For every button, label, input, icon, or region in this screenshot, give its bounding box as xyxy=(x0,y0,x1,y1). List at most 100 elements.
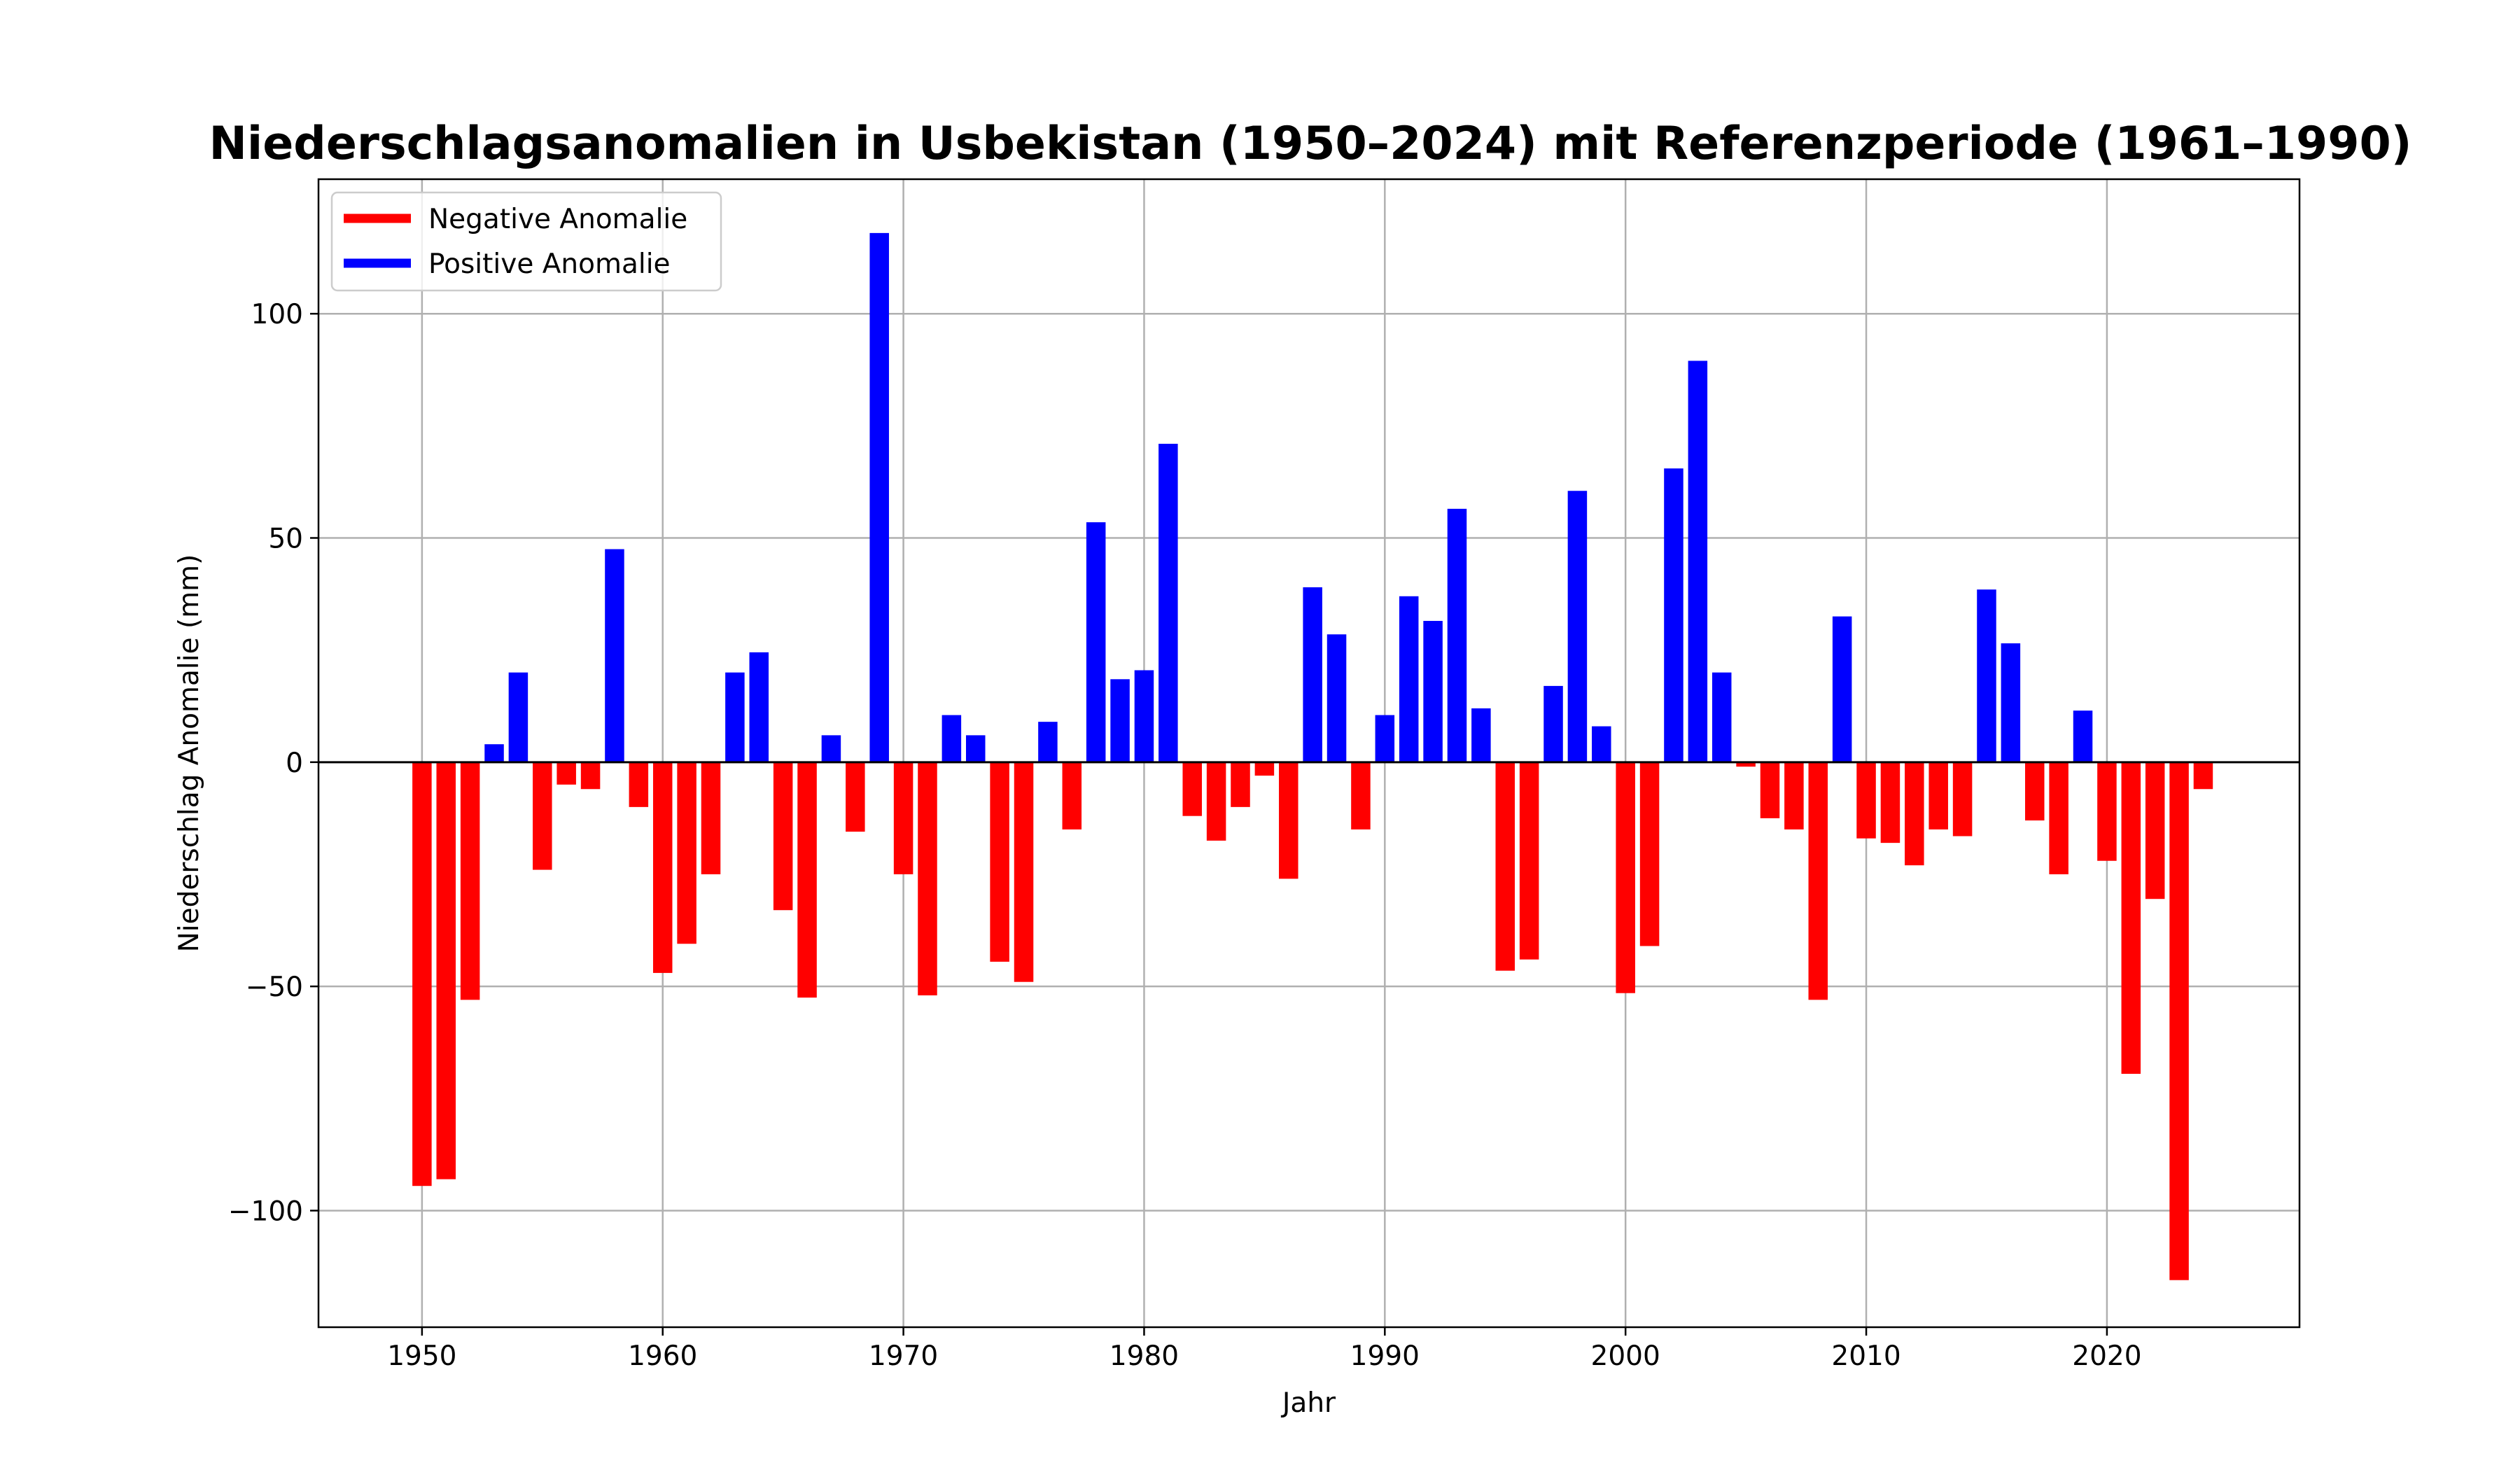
bar-1984[interactable] xyxy=(1231,762,1250,807)
bar-2009[interactable] xyxy=(1832,616,1852,762)
bar-1955[interactable] xyxy=(533,762,552,870)
bar-2007[interactable] xyxy=(1784,762,1804,830)
bar-1967[interactable] xyxy=(821,735,841,762)
bar-2008[interactable] xyxy=(1808,762,1828,1000)
x-axis-label: Jahr xyxy=(1280,1387,1336,1419)
bar-1988[interactable] xyxy=(1326,634,1347,762)
bars xyxy=(412,232,2213,1280)
bar-1960[interactable] xyxy=(652,762,673,973)
bar-1979[interactable] xyxy=(1110,679,1130,762)
bar-2010[interactable] xyxy=(1856,762,1876,839)
bar-1968[interactable] xyxy=(846,762,865,832)
bar-1974[interactable] xyxy=(990,762,1009,962)
bar-1951[interactable] xyxy=(436,762,456,1180)
bar-1969[interactable] xyxy=(869,232,889,762)
y-tick-label: 100 xyxy=(251,299,303,330)
bar-2017[interactable] xyxy=(2024,762,2045,821)
bar-1994[interactable] xyxy=(1471,708,1491,762)
bar-2015[interactable] xyxy=(1977,589,1996,762)
bar-2004[interactable] xyxy=(1712,672,1732,762)
bar-1962[interactable] xyxy=(701,762,721,874)
bar-1956[interactable] xyxy=(556,762,576,785)
bar-1959[interactable] xyxy=(629,762,649,807)
bar-2011[interactable] xyxy=(1880,762,1900,844)
bar-1961[interactable] xyxy=(677,762,696,944)
bar-1989[interactable] xyxy=(1351,762,1371,830)
bar-2024[interactable] xyxy=(2193,762,2213,790)
bar-1952[interactable] xyxy=(460,762,480,1000)
bar-1997[interactable] xyxy=(1544,685,1563,762)
legend-label-positive: Positive Anomalie xyxy=(428,248,671,280)
bar-1972[interactable] xyxy=(941,715,962,762)
y-tick-label: 50 xyxy=(268,524,303,555)
bar-1998[interactable] xyxy=(1567,491,1588,762)
bar-1953[interactable] xyxy=(484,744,504,762)
bar-2001[interactable] xyxy=(1639,762,1660,946)
bar-1950[interactable] xyxy=(412,762,432,1186)
bar-1985[interactable] xyxy=(1254,762,1275,776)
bar-1991[interactable] xyxy=(1399,596,1419,762)
bar-1990[interactable] xyxy=(1375,715,1395,762)
bar-2000[interactable] xyxy=(1616,762,1635,993)
bar-1977[interactable] xyxy=(1062,762,1082,830)
bar-1993[interactable] xyxy=(1447,508,1467,762)
bar-1980[interactable] xyxy=(1134,670,1154,762)
bar-2021[interactable] xyxy=(2121,762,2141,1074)
bar-1973[interactable] xyxy=(965,735,986,762)
bar-2012[interactable] xyxy=(1905,762,1924,866)
x-tick-label: 2000 xyxy=(1591,1340,1660,1372)
bar-1981[interactable] xyxy=(1158,443,1178,762)
bar-1975[interactable] xyxy=(1014,762,1034,982)
bar-2005[interactable] xyxy=(1736,762,1756,767)
bar-2019[interactable] xyxy=(2073,710,2093,762)
bar-1976[interactable] xyxy=(1038,722,1058,762)
bar-2016[interactable] xyxy=(2001,643,2021,762)
bar-2014[interactable] xyxy=(1952,762,1973,836)
bar-1957[interactable] xyxy=(580,762,601,790)
x-tick-label: 1980 xyxy=(1110,1340,1179,1372)
bar-1965[interactable] xyxy=(773,762,793,911)
bar-2002[interactable] xyxy=(1664,468,1684,762)
chart-title: Niederschlagsanomalien in Usbekistan (19… xyxy=(209,118,2412,170)
x-tick-label: 2010 xyxy=(1831,1340,1900,1372)
bar-1996[interactable] xyxy=(1519,762,1539,960)
bar-1987[interactable] xyxy=(1303,587,1322,762)
bar-1999[interactable] xyxy=(1592,726,1611,762)
bar-1992[interactable] xyxy=(1423,621,1443,762)
bar-2020[interactable] xyxy=(2097,762,2117,861)
bar-1954[interactable] xyxy=(508,672,528,762)
y-tick-label: −100 xyxy=(228,1196,303,1227)
bar-2018[interactable] xyxy=(2049,762,2068,874)
x-tick-label: 2020 xyxy=(2072,1340,2141,1372)
bar-1983[interactable] xyxy=(1206,762,1226,841)
x-tick-label: 1960 xyxy=(628,1340,697,1372)
bar-1966[interactable] xyxy=(797,762,817,998)
bar-1963[interactable] xyxy=(725,672,745,762)
legend-box xyxy=(330,191,722,292)
bar-1982[interactable] xyxy=(1182,762,1202,816)
y-axis-ticks: −100 −50 0 50 100 xyxy=(228,299,318,1227)
bar-1995[interactable] xyxy=(1495,762,1516,971)
x-tick-label: 1970 xyxy=(869,1340,938,1372)
bar-2006[interactable] xyxy=(1760,762,1780,818)
bar-1970[interactable] xyxy=(893,762,913,874)
bar-2022[interactable] xyxy=(2145,762,2165,899)
x-tick-label: 1950 xyxy=(387,1340,456,1372)
bar-1978[interactable] xyxy=(1086,522,1106,762)
bar-1964[interactable] xyxy=(749,652,769,762)
bar-1986[interactable] xyxy=(1279,762,1298,879)
bar-1971[interactable] xyxy=(918,762,937,995)
x-tick-label: 1990 xyxy=(1350,1340,1420,1372)
bar-2023[interactable] xyxy=(2169,762,2189,1280)
bar-1958[interactable] xyxy=(605,549,624,762)
legend-label-negative: Negative Anomalie xyxy=(428,204,687,235)
y-axis-label: Niederschlag Anomalie (mm) xyxy=(174,554,205,953)
bar-2013[interactable] xyxy=(1928,762,1948,830)
legend[interactable]: Negative Anomalie Positive Anomalie xyxy=(330,191,722,292)
bar-2003[interactable] xyxy=(1688,360,1708,762)
y-tick-label: 0 xyxy=(286,748,303,779)
x-axis-ticks: 1950 1960 1970 1980 1990 2000 2010 2020 xyxy=(387,1327,2142,1372)
y-tick-label: −50 xyxy=(246,972,303,1003)
plot-frame xyxy=(317,178,2301,1329)
